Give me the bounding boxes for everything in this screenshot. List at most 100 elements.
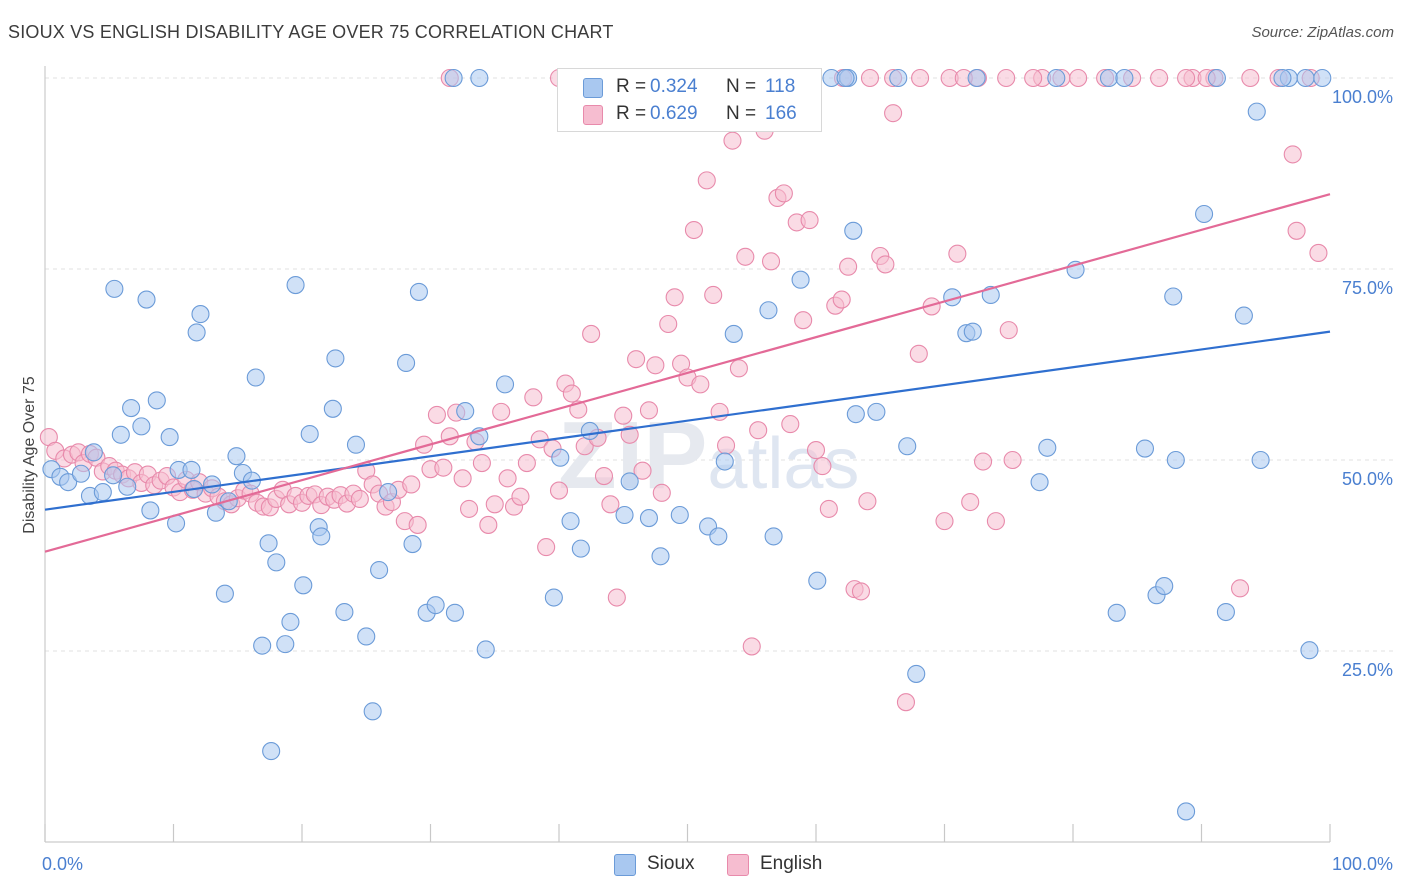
english-point	[408, 515, 427, 534]
english-trend-line	[44, 193, 1331, 553]
sioux-point	[246, 368, 265, 387]
sioux-point	[1296, 68, 1315, 88]
sioux-swatch	[614, 854, 636, 876]
sioux-point	[456, 402, 475, 421]
english-point	[729, 359, 748, 378]
english-point	[794, 311, 813, 330]
trend-lines	[44, 193, 1331, 553]
sioux-point	[724, 324, 743, 343]
sioux-point	[397, 353, 416, 373]
n-label: N =	[726, 103, 757, 124]
sioux-point	[187, 323, 206, 342]
english-point	[761, 252, 781, 271]
sioux-point	[1273, 68, 1292, 88]
sioux-point	[215, 584, 234, 603]
english-point	[860, 68, 880, 88]
y-tick-label: 100.0%	[1332, 87, 1393, 107]
sioux-point	[615, 505, 634, 525]
english-point	[601, 495, 620, 514]
english-point	[652, 483, 671, 502]
sioux-point	[1107, 603, 1126, 622]
english-point	[736, 247, 755, 266]
axes	[44, 66, 1331, 843]
sioux-point	[141, 501, 160, 520]
sioux-point	[281, 612, 300, 632]
r-label: R =	[616, 103, 647, 124]
english-swatch	[583, 105, 603, 125]
sioux-point	[571, 539, 590, 558]
y-tick-label: 75.0%	[1342, 278, 1393, 298]
sioux-point	[93, 483, 112, 502]
x-tick-label-min: 0.0%	[42, 854, 83, 874]
english-point	[909, 344, 928, 363]
sioux-point	[426, 596, 445, 615]
sioux-point	[551, 448, 570, 467]
legend: R = 0.324 N = 118 R = 0.629 N = 166	[557, 68, 822, 132]
sioux-point	[1047, 68, 1066, 88]
sioux-point	[1300, 641, 1319, 660]
english-point	[986, 512, 1005, 531]
n-label: N =	[726, 76, 757, 97]
english-point	[948, 244, 967, 263]
sioux-point	[639, 509, 659, 528]
sioux-point	[963, 322, 982, 341]
sioux-point	[191, 305, 210, 324]
sioux-point	[363, 702, 382, 721]
sioux-point	[1234, 306, 1253, 325]
sioux-point	[262, 742, 281, 761]
english-point	[839, 257, 858, 276]
english-points	[39, 68, 1328, 712]
sioux-point	[1166, 450, 1185, 470]
sioux-point	[709, 527, 728, 546]
english-point	[819, 499, 838, 518]
english-point	[537, 538, 556, 557]
sioux-point	[544, 588, 563, 607]
english-point	[1309, 243, 1328, 263]
source-label: Source: ZipAtlas.com	[1251, 24, 1394, 41]
sioux-point	[889, 68, 908, 88]
english-point	[1024, 68, 1043, 88]
english-point	[517, 454, 536, 473]
english-point	[639, 401, 659, 420]
sioux-point	[1251, 450, 1270, 470]
sioux-point	[495, 375, 515, 394]
r-value: 0.324	[650, 76, 698, 97]
legend-row-sioux: R = 0.324 N = 118	[558, 74, 821, 100]
sioux-point	[227, 447, 246, 466]
sioux-point	[122, 398, 141, 418]
sioux-point	[867, 402, 886, 421]
sioux-point	[907, 664, 926, 683]
sioux-point	[326, 349, 345, 368]
sioux-point	[715, 452, 734, 471]
sioux-point	[1155, 577, 1174, 596]
english-point	[896, 693, 916, 712]
sioux-point	[808, 571, 827, 590]
english-point	[485, 495, 504, 514]
english-point	[800, 211, 819, 230]
english-point	[1287, 221, 1306, 240]
english-point	[594, 466, 614, 486]
sioux-point	[898, 437, 917, 456]
english-point	[582, 324, 601, 343]
english-point	[911, 68, 930, 88]
english-point	[646, 356, 665, 375]
sioux-point	[276, 635, 295, 654]
sioux-swatch	[583, 78, 603, 98]
english-point	[832, 290, 851, 309]
english-point	[961, 492, 980, 512]
english-point	[684, 220, 703, 240]
english-point	[459, 499, 479, 518]
sioux-point	[846, 405, 865, 424]
sioux-point	[1195, 204, 1214, 224]
tick-labels: 25.0% 50.0% 75.0% 100.0% 0.0% 100.0%	[42, 87, 1393, 874]
english-point	[813, 457, 832, 476]
english-swatch	[727, 854, 749, 876]
sioux-trend-line	[44, 330, 1331, 511]
sioux-point	[253, 636, 272, 655]
english-point	[665, 288, 684, 307]
r-label: R =	[616, 76, 647, 97]
sioux-point	[836, 68, 855, 88]
english-point	[851, 582, 871, 601]
r-value: 0.629	[650, 103, 698, 124]
